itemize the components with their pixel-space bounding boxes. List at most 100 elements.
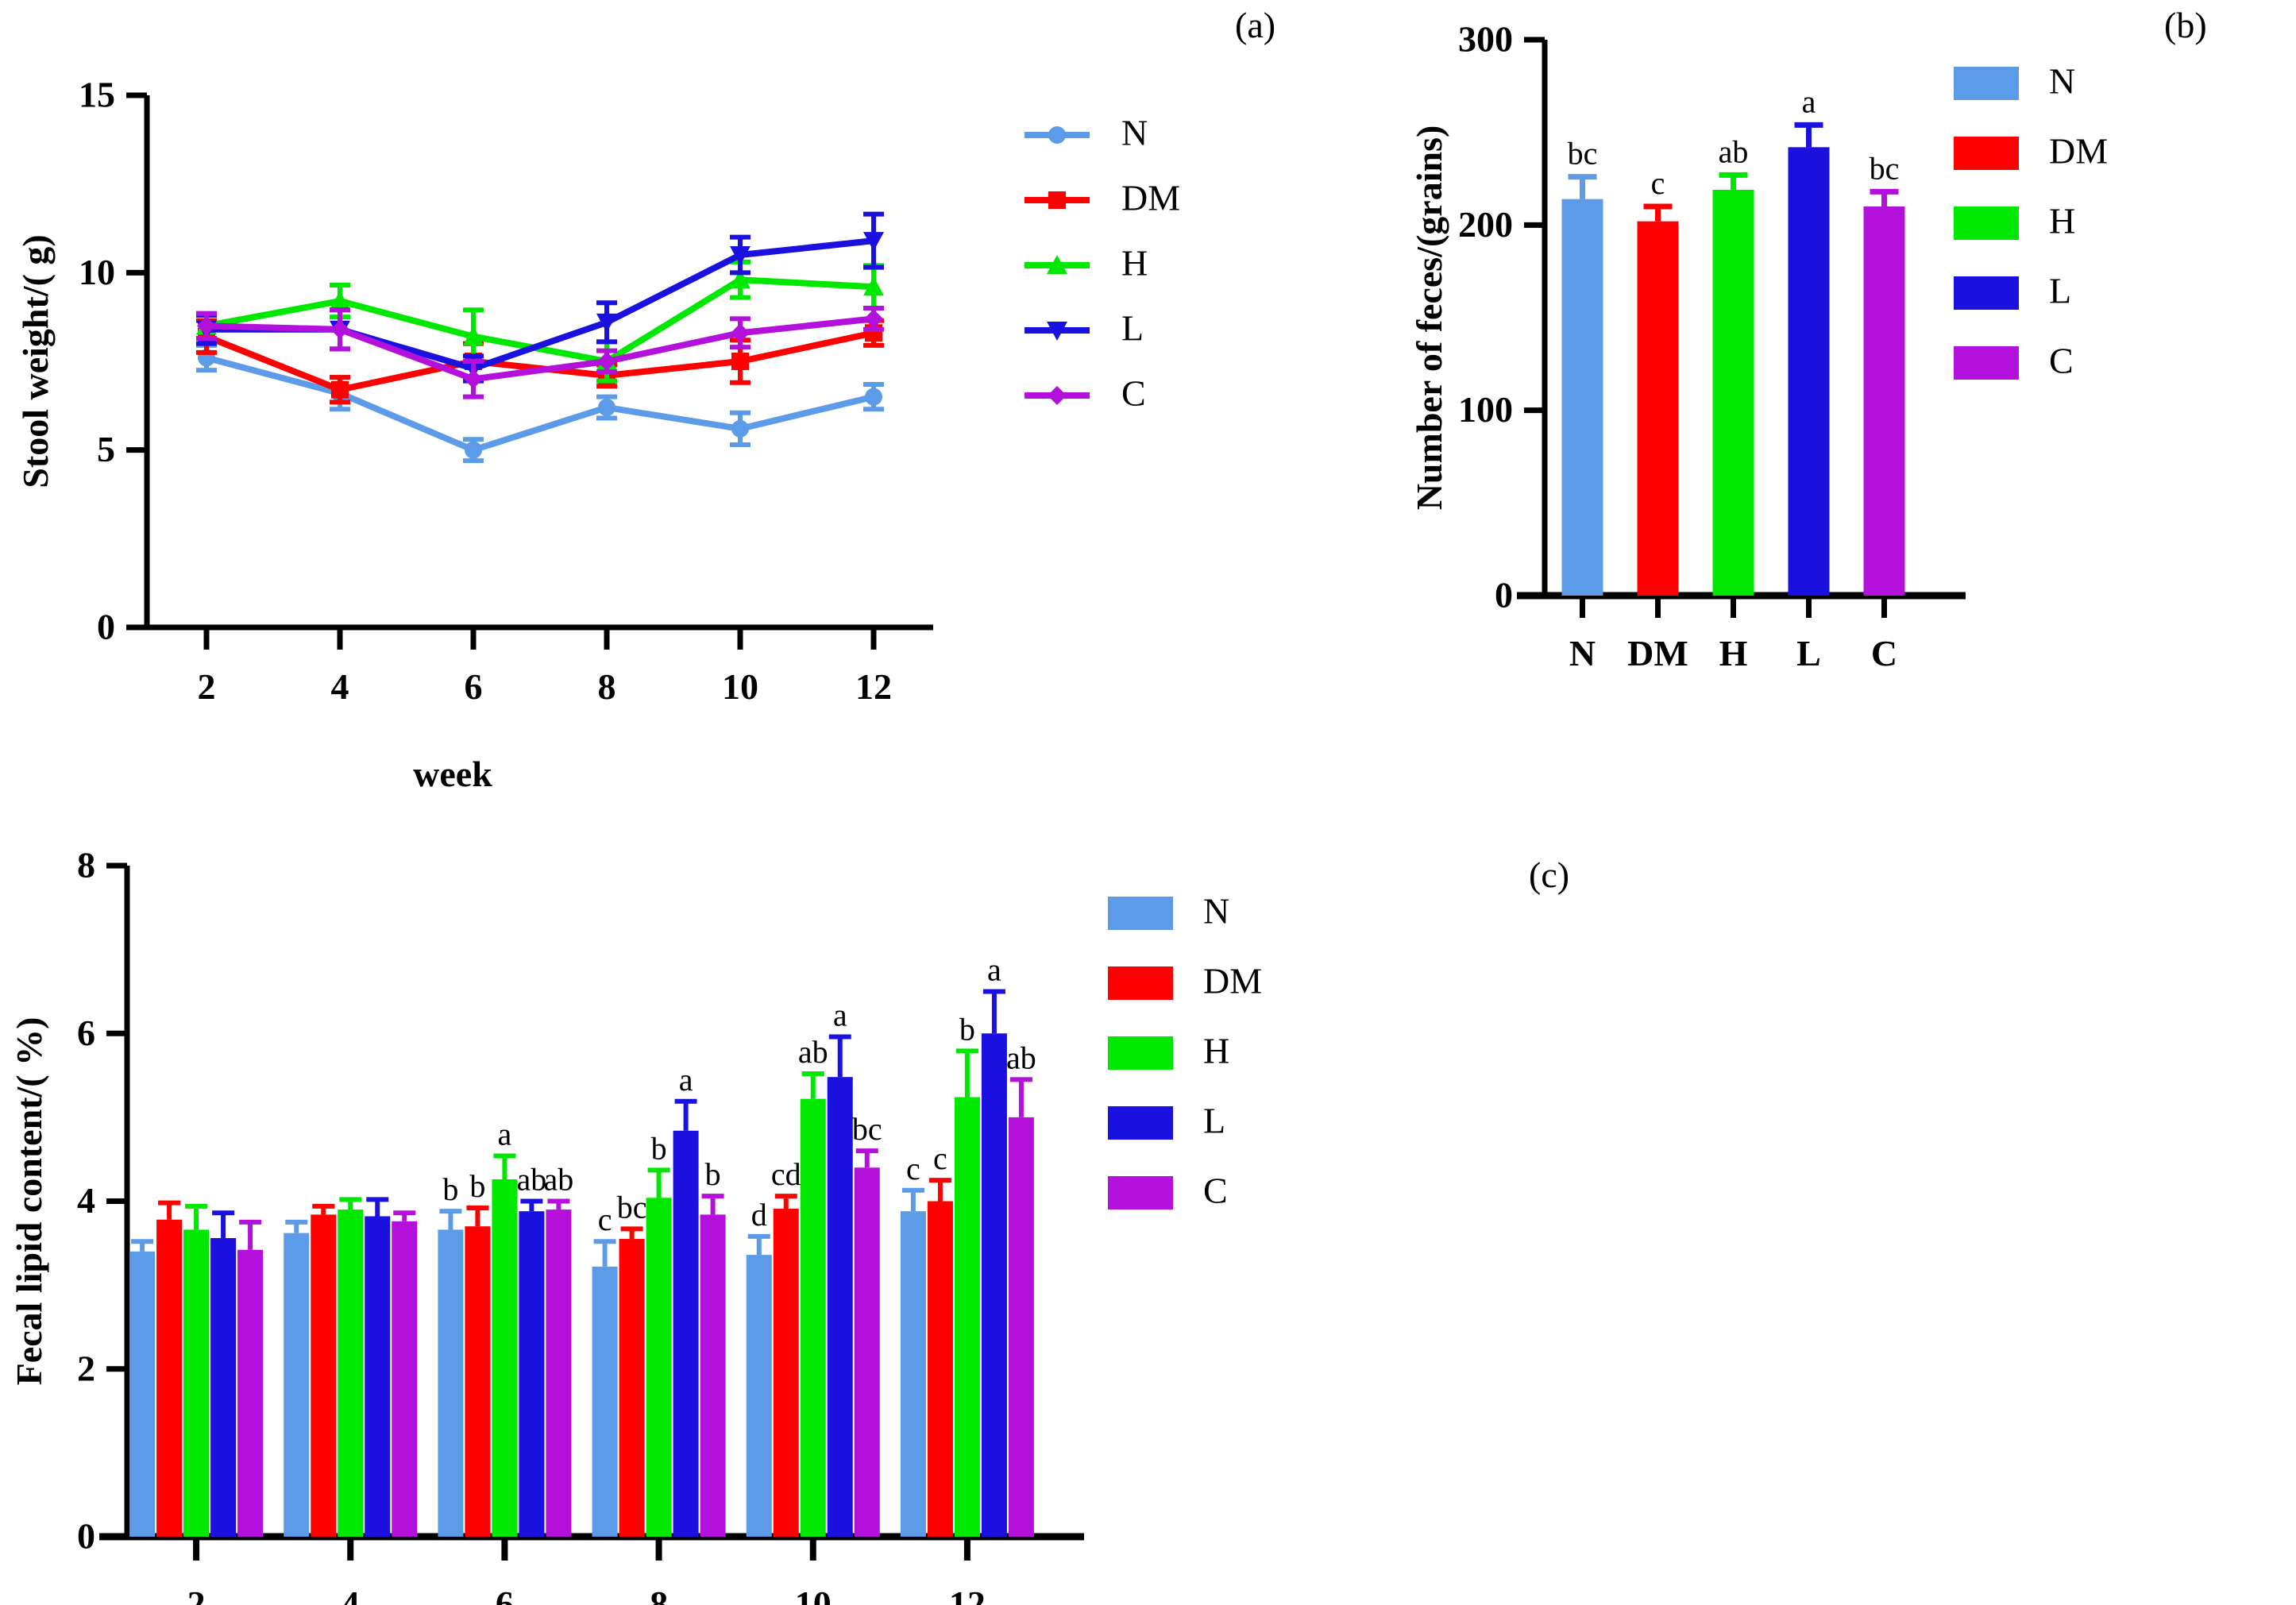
legend-swatch-DM[interactable] [1954,137,2019,170]
data-point-C [197,316,216,336]
significance-label-8-L: a [679,1062,693,1098]
bar-6-DM[interactable] [465,1226,491,1537]
bar-8-DM[interactable] [619,1239,645,1537]
bar-8-N[interactable] [592,1266,618,1537]
bar-DM[interactable] [1637,221,1679,596]
data-point-C [731,323,750,343]
legend-swatch-H[interactable] [1108,1036,1173,1070]
bar-N[interactable] [1561,199,1603,596]
legend-marker-H [1047,255,1067,274]
significance-label-C: bc [1870,150,1900,186]
bar-6-H[interactable] [492,1179,518,1537]
significance-label-12-L: a [987,951,1001,987]
bar-2-H[interactable] [183,1229,210,1537]
bar-6-C[interactable] [546,1210,572,1537]
significance-label-8-N: c [598,1202,612,1237]
bar-4-H[interactable] [338,1210,364,1537]
bar-8-H[interactable] [646,1198,672,1537]
legend-swatch-N[interactable] [1954,67,2019,100]
panel-a-line-chart: 0 5 10 15 2 4 6 8 10 12 Stool weight/( g) week N DM H L… [0,0,1350,794]
data-point-L [730,246,751,265]
bar-C[interactable] [1863,206,1905,596]
significance-label-N: bc [1568,136,1598,172]
legend-swatch-DM[interactable] [1108,966,1173,1000]
legend-label-H: H [2049,201,2075,241]
significance-label-12-N: c [906,1151,920,1186]
y-tick-label: 8 [77,845,95,885]
bar-12-L[interactable] [981,1033,1007,1537]
legend-label-L: L [1203,1101,1225,1141]
y-tick-label: 15 [79,75,115,115]
y-axis-title: Stool weight/( g) [15,234,56,488]
y-tick-label: 4 [77,1180,95,1221]
bar-8-L[interactable] [673,1130,699,1537]
significance-label-6-H: a [498,1116,512,1152]
legend-label-N: N [1203,891,1229,932]
data-point-H [330,291,350,311]
line-series-N [205,354,874,453]
significance-label-10-L: a [833,997,847,1032]
x-tick-label-N: N [1569,633,1596,673]
line-series-H [206,276,874,365]
data-point-C [330,319,349,339]
legend-swatch-L[interactable] [1954,276,2019,310]
x-tick-label-L: L [1796,633,1821,673]
bar-6-L[interactable] [519,1211,545,1537]
bar-6-N[interactable] [438,1229,464,1537]
bar-10-L[interactable] [827,1077,853,1537]
bar-2-L[interactable] [210,1237,237,1537]
bar-4-N[interactable] [284,1233,310,1537]
significance-label-DM: c [1651,165,1665,201]
data-point-C [597,352,616,371]
bar-4-DM[interactable] [311,1214,337,1537]
y-tick-label: 100 [1458,389,1513,430]
bar-4-C[interactable] [392,1221,418,1537]
significance-label-10-H: ab [798,1034,828,1070]
x-tick-label: 10 [722,666,758,707]
bar-12-N[interactable] [900,1211,926,1537]
x-tick-label-C: C [1871,633,1897,673]
bar-12-C[interactable] [1008,1117,1034,1537]
legend-label-L: L [2049,271,2071,311]
data-point-H [863,276,884,296]
legend-swatch-H[interactable] [1954,206,2019,240]
data-point-C [464,369,483,389]
panel-a-tag: (a) [1235,5,1276,45]
bar-2-DM[interactable] [156,1219,183,1537]
bar-12-H[interactable] [954,1097,980,1537]
bar-10-H[interactable] [800,1098,826,1537]
bar-L[interactable] [1788,147,1830,596]
bar-12-DM[interactable] [927,1201,953,1537]
legend-label-H: H [1121,243,1148,284]
y-tick-label: 0 [97,607,115,647]
significance-label-8-DM: bc [617,1189,647,1225]
x-tick-label-8: 8 [650,1584,668,1605]
legend-swatch-L[interactable] [1108,1106,1173,1140]
y-tick-label: 0 [1495,575,1513,615]
bar-4-L[interactable] [365,1216,391,1537]
y-tick-label: 5 [97,429,115,469]
legend-label-C: C [1203,1171,1228,1211]
line-series-C [206,315,874,383]
bar-10-C[interactable] [854,1167,880,1537]
bar-H[interactable] [1712,190,1754,596]
x-tick-label-DM: DM [1627,633,1688,673]
x-tick-label: 2 [198,666,216,707]
bar-8-C[interactable] [700,1214,726,1537]
significance-label-8-H: b [651,1130,667,1166]
x-tick-label-12: 12 [949,1584,986,1605]
legend-swatch-C[interactable] [1108,1176,1173,1210]
legend-swatch-C[interactable] [1954,346,2019,380]
bar-10-N[interactable] [746,1255,772,1537]
bar-2-N[interactable] [129,1251,156,1537]
bar-10-DM[interactable] [773,1209,799,1537]
x-tick-label-6: 6 [496,1584,514,1605]
data-point-N [731,419,749,438]
bar-2-C[interactable] [237,1249,264,1537]
legend-swatch-N[interactable] [1108,897,1173,930]
data-point-H [463,326,484,345]
legend-marker-N [1048,126,1066,144]
panel-c-tag: (c) [1529,855,1570,895]
